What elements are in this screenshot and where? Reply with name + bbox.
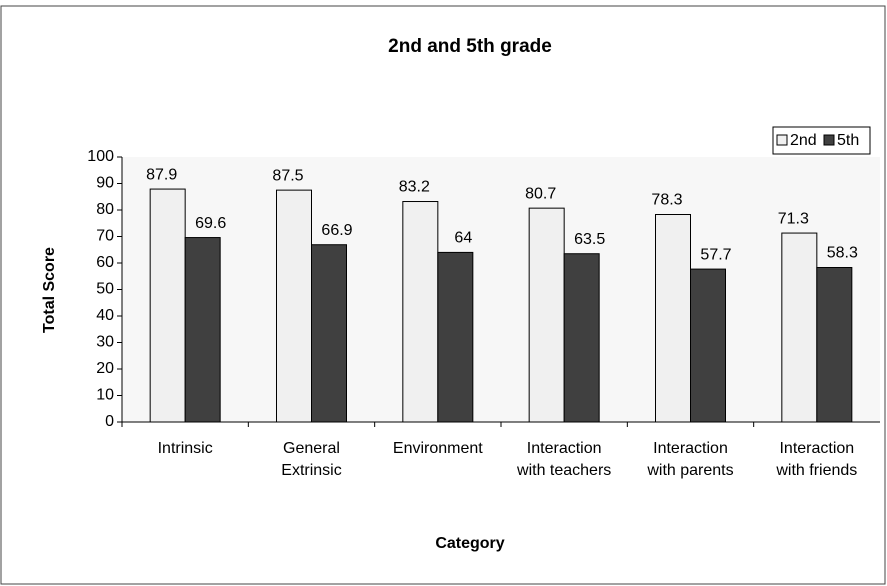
value-label: 66.9 [321,222,352,239]
y-tick-label: 70 [96,228,114,245]
y-tick-label: 60 [96,254,114,271]
x-tick-label: Interaction with friends [776,440,858,479]
legend-swatch [823,134,835,146]
y-tick-label: 0 [105,413,114,430]
y-tick-label: 100 [87,148,114,165]
value-label: 78.3 [651,192,682,209]
bar [528,207,565,423]
x-axis-title: Category [435,535,504,552]
chart-title: 2nd and 5th grade [388,36,552,57]
y-axis-title: Total Score [41,247,58,333]
bar [184,237,221,423]
bar [781,232,818,423]
value-label: 83.2 [399,179,430,196]
x-tick-label: Interaction with parents [647,440,734,479]
plot-area [122,157,880,422]
bar [402,201,439,423]
y-tick-label: 50 [96,281,114,298]
y-tick-label: 10 [96,387,114,404]
legend-label: 5th [837,132,859,149]
value-label: 63.5 [574,231,605,248]
value-label: 87.9 [146,166,177,183]
legend-box [772,126,871,155]
legend-swatch [776,134,788,146]
y-tick-label: 90 [96,175,114,192]
value-label: 64 [454,230,472,247]
bar [437,251,474,423]
x-tick-label: Interaction with teachers [517,440,612,479]
bar [816,267,853,423]
x-tick-label: Environment [392,440,483,457]
bar [149,188,186,423]
x-tick-label: Intrinsic [157,440,213,457]
value-label: 57.7 [700,246,731,263]
value-label: 80.7 [525,185,556,202]
y-tick-label: 20 [96,360,114,377]
bar [276,189,312,423]
y-tick-label: 30 [96,334,114,351]
bar [311,244,347,423]
value-label: 71.3 [778,210,809,227]
value-label: 87.5 [272,167,303,184]
bar [563,253,600,423]
legend-label: 2nd [790,132,817,149]
y-tick-label: 80 [96,201,114,218]
x-tick-label: General Extrinsic [281,440,342,479]
y-tick-label: 40 [96,307,114,324]
bar [690,268,726,423]
bar [655,214,691,423]
value-label: 69.6 [195,215,226,232]
value-label: 58.3 [827,245,858,262]
